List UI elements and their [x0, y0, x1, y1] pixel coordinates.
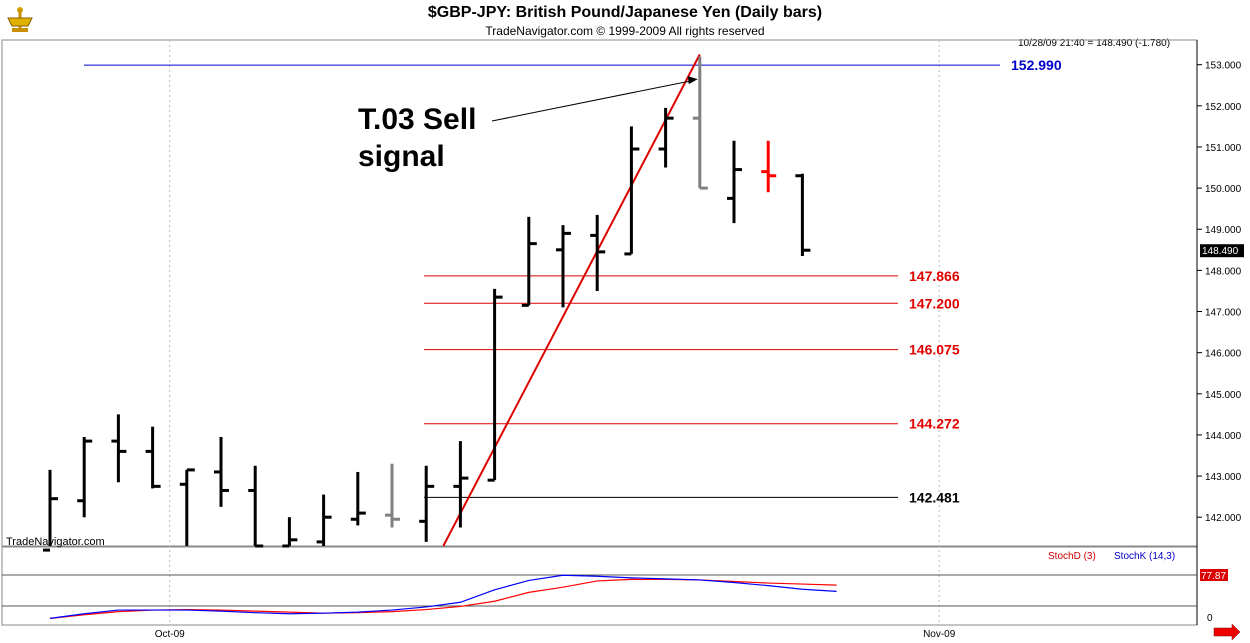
retracement-label: 147.866: [909, 268, 960, 284]
stoch-last-value: 77.87: [1201, 571, 1226, 582]
last-price-label: 148.490: [1202, 246, 1239, 257]
price-tick-label: 143.000: [1205, 472, 1242, 483]
price-tick-label: 146.000: [1205, 349, 1242, 360]
resistance-label: 152.990: [1011, 57, 1062, 73]
sell-signal-arrow: [491, 80, 690, 122]
stoch-series-line: [49, 578, 837, 619]
retracement-label: 146.075: [909, 342, 960, 358]
stochd-label: StochD (3): [1048, 551, 1096, 562]
sell-signal-text-line2: signal: [358, 140, 445, 173]
trend-line: [442, 53, 701, 547]
price-tick-label: 142.000: [1205, 513, 1242, 524]
retracement-label: 142.481: [909, 489, 960, 505]
price-tick-label: 144.000: [1205, 431, 1242, 442]
retracement-label: 144.272: [909, 416, 960, 432]
price-pane-frame: [1, 39, 1198, 547]
last-price-box: [1200, 244, 1244, 258]
retracement-label: 147.200: [909, 295, 960, 311]
date-tick-label: Oct-09: [155, 629, 185, 640]
price-tick-label: 145.000: [1205, 390, 1242, 401]
sell-signal-text-line1: T.03 Sell: [358, 103, 476, 136]
stoch-last-box: [1200, 569, 1228, 581]
stoch-zero-label: 0: [1207, 613, 1213, 624]
price-tick-label: 147.000: [1205, 308, 1242, 319]
price-tick-label: 149.000: [1205, 225, 1242, 236]
stoch-pane-frame: [1, 546, 1198, 626]
price-tick-label: 150.000: [1205, 184, 1242, 195]
chart-title: $GBP-JPY: British Pound/Japanese Yen (Da…: [427, 4, 823, 21]
price-tick-label: 153.000: [1205, 61, 1242, 72]
stochk-label: StochK (14,3): [1114, 551, 1175, 562]
chart-subtitle: TradeNavigator.com © 1999-2009 All right…: [485, 24, 765, 38]
last-price-info: 10/28/09 21:40 = 148.490 (-1.780): [1018, 38, 1171, 49]
stoch-series-line: [49, 574, 837, 619]
watermark: TradeNavigator.com: [6, 536, 105, 548]
price-tick-label: 151.000: [1205, 143, 1242, 154]
date-tick-label: Nov-09: [923, 629, 956, 640]
trade-navigator-logo-icon: [4, 4, 36, 41]
price-tick-label: 148.000: [1205, 266, 1242, 277]
sell-signal-arrowhead: [687, 76, 698, 85]
price-tick-label: 152.000: [1205, 102, 1242, 113]
right-arrow-icon[interactable]: [1213, 623, 1241, 641]
